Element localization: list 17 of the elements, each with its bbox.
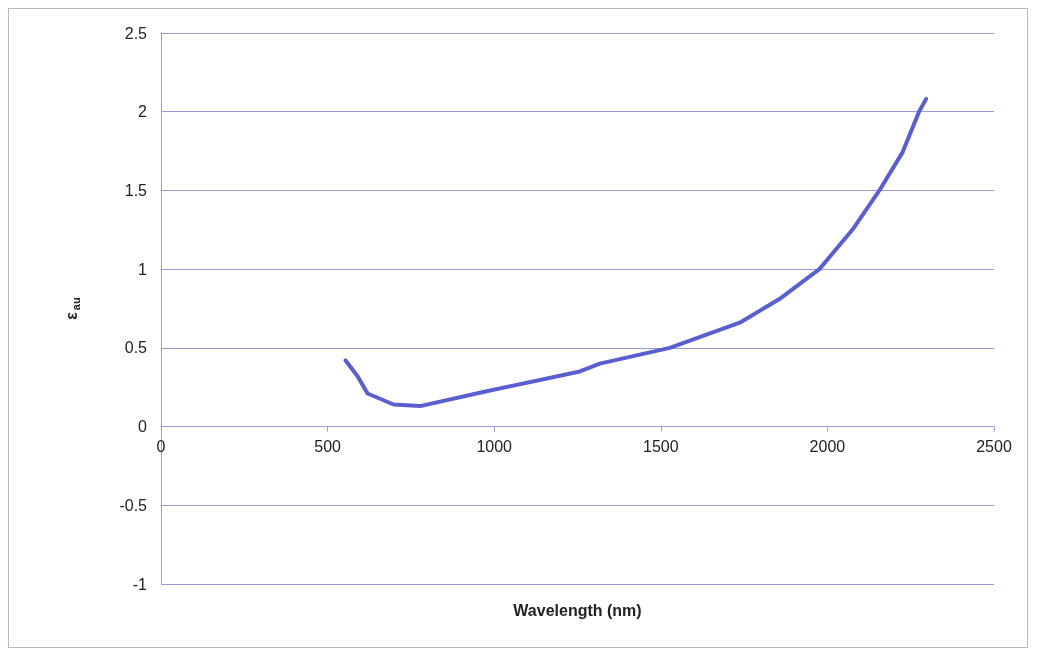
x-tick-label: 2500 [976,438,1012,456]
y-tick-label: 1 [138,260,148,278]
x-tick-label: 1500 [643,438,679,456]
y-tick-label: 0.5 [124,339,148,357]
x-axis-title: Wavelength (nm) [513,601,642,619]
line-series [343,97,929,409]
y-tick-label: 0 [138,418,148,436]
x-tick-label: 0 [156,438,166,456]
y-tick-label: 2 [138,103,148,121]
y-tick-label: 1.5 [124,181,148,199]
y-tick-label: 2.5 [124,24,148,42]
y-tick-label: -1 [132,575,148,593]
y-tick-label: -0.5 [119,496,148,514]
x-tick-label: 500 [314,438,342,456]
y-axis-title: εau [62,297,82,320]
x-tick-label: 2000 [809,438,846,456]
x-tick-label: 1000 [476,438,513,456]
